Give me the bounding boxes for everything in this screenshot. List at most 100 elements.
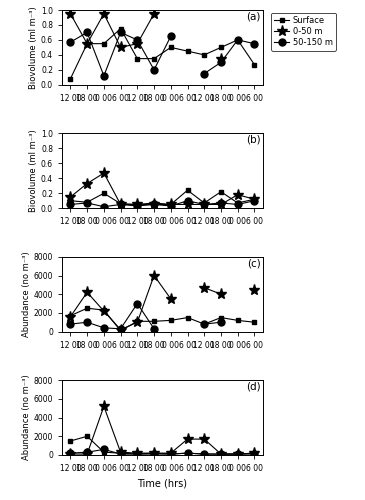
0-50 m <box>135 40 139 46</box>
50-150 m <box>235 451 240 457</box>
Surface <box>185 314 190 320</box>
Surface <box>152 318 156 324</box>
0-50 m <box>85 290 89 296</box>
50-150 m <box>118 451 123 457</box>
0-50 m <box>118 202 123 207</box>
50-150 m <box>185 450 190 456</box>
Surface <box>102 40 106 46</box>
Text: (c): (c) <box>247 258 261 268</box>
Surface <box>252 450 257 456</box>
Surface <box>219 314 223 320</box>
0-50 m <box>68 194 73 200</box>
Surface <box>85 434 89 440</box>
50-150 m <box>152 451 156 457</box>
50-150 m <box>68 450 73 456</box>
0-50 m <box>219 451 223 457</box>
Surface <box>152 56 156 62</box>
Y-axis label: Biovolume (ml m⁻³): Biovolume (ml m⁻³) <box>29 6 38 89</box>
0-50 m <box>85 40 89 46</box>
Surface <box>118 450 123 456</box>
Surface <box>85 305 89 311</box>
0-50 m <box>202 436 207 442</box>
0-50 m <box>85 180 89 186</box>
0-50 m <box>169 202 173 207</box>
Y-axis label: Abundance (no m⁻³): Abundance (no m⁻³) <box>22 374 31 460</box>
0-50 m <box>118 44 123 51</box>
0-50 m <box>219 291 223 297</box>
50-150 m <box>118 202 123 207</box>
Surface <box>118 26 123 32</box>
Y-axis label: Abundance (no m⁻³): Abundance (no m⁻³) <box>22 252 31 337</box>
Surface <box>152 450 156 456</box>
0-50 m <box>219 56 223 62</box>
Surface <box>135 202 139 207</box>
Line: 50-150 m: 50-150 m <box>67 197 258 210</box>
Surface <box>219 188 223 194</box>
50-150 m <box>169 203 173 209</box>
50-150 m <box>85 449 89 455</box>
0-50 m <box>252 450 257 456</box>
Surface <box>169 451 173 457</box>
Surface <box>135 318 139 324</box>
50-150 m <box>219 319 223 325</box>
X-axis label: Time (hrs): Time (hrs) <box>138 478 187 488</box>
Surface <box>68 438 73 444</box>
Line: 50-150 m: 50-150 m <box>67 446 258 458</box>
50-150 m <box>219 200 223 206</box>
Surface <box>235 451 240 457</box>
0-50 m <box>235 451 240 457</box>
50-150 m <box>68 202 73 207</box>
Surface <box>135 56 139 62</box>
50-150 m <box>135 203 139 209</box>
0-50 m <box>118 326 123 332</box>
0-50 m <box>68 451 73 457</box>
Surface <box>202 321 207 327</box>
Surface <box>118 200 123 206</box>
Line: 0-50 m: 0-50 m <box>65 401 260 460</box>
50-150 m <box>152 326 156 332</box>
0-50 m <box>68 10 73 16</box>
Line: 0-50 m: 0-50 m <box>65 270 260 336</box>
Surface <box>185 450 190 456</box>
50-150 m <box>185 198 190 203</box>
Line: Surface: Surface <box>68 26 257 81</box>
0-50 m <box>252 288 257 294</box>
0-50 m <box>85 451 89 457</box>
50-150 m <box>102 325 106 331</box>
Surface <box>202 451 207 457</box>
0-50 m <box>102 10 106 16</box>
Surface <box>102 190 106 196</box>
50-150 m <box>235 202 240 207</box>
Surface <box>152 200 156 206</box>
0-50 m <box>135 319 139 325</box>
Surface <box>68 312 73 318</box>
0-50 m <box>152 202 156 207</box>
0-50 m <box>252 196 257 202</box>
0-50 m <box>202 284 207 290</box>
Surface <box>85 40 89 46</box>
Line: Surface: Surface <box>68 188 257 207</box>
50-150 m <box>169 33 173 39</box>
0-50 m <box>102 404 106 409</box>
Surface <box>235 318 240 324</box>
50-150 m <box>169 451 173 457</box>
Surface <box>102 307 106 313</box>
50-150 m <box>252 198 257 203</box>
Line: Surface: Surface <box>68 434 257 456</box>
Line: Surface: Surface <box>68 306 257 333</box>
50-150 m <box>68 39 73 45</box>
0-50 m <box>152 10 156 16</box>
0-50 m <box>235 192 240 198</box>
Y-axis label: Biovolume (ml m⁻³): Biovolume (ml m⁻³) <box>29 130 38 212</box>
50-150 m <box>85 200 89 206</box>
Surface <box>169 318 173 324</box>
0-50 m <box>135 450 139 456</box>
0-50 m <box>135 202 139 207</box>
0-50 m <box>102 170 106 176</box>
50-150 m <box>85 319 89 325</box>
Surface <box>135 451 139 457</box>
Surface <box>169 44 173 51</box>
0-50 m <box>219 202 223 207</box>
0-50 m <box>152 272 156 278</box>
50-150 m <box>219 60 223 66</box>
